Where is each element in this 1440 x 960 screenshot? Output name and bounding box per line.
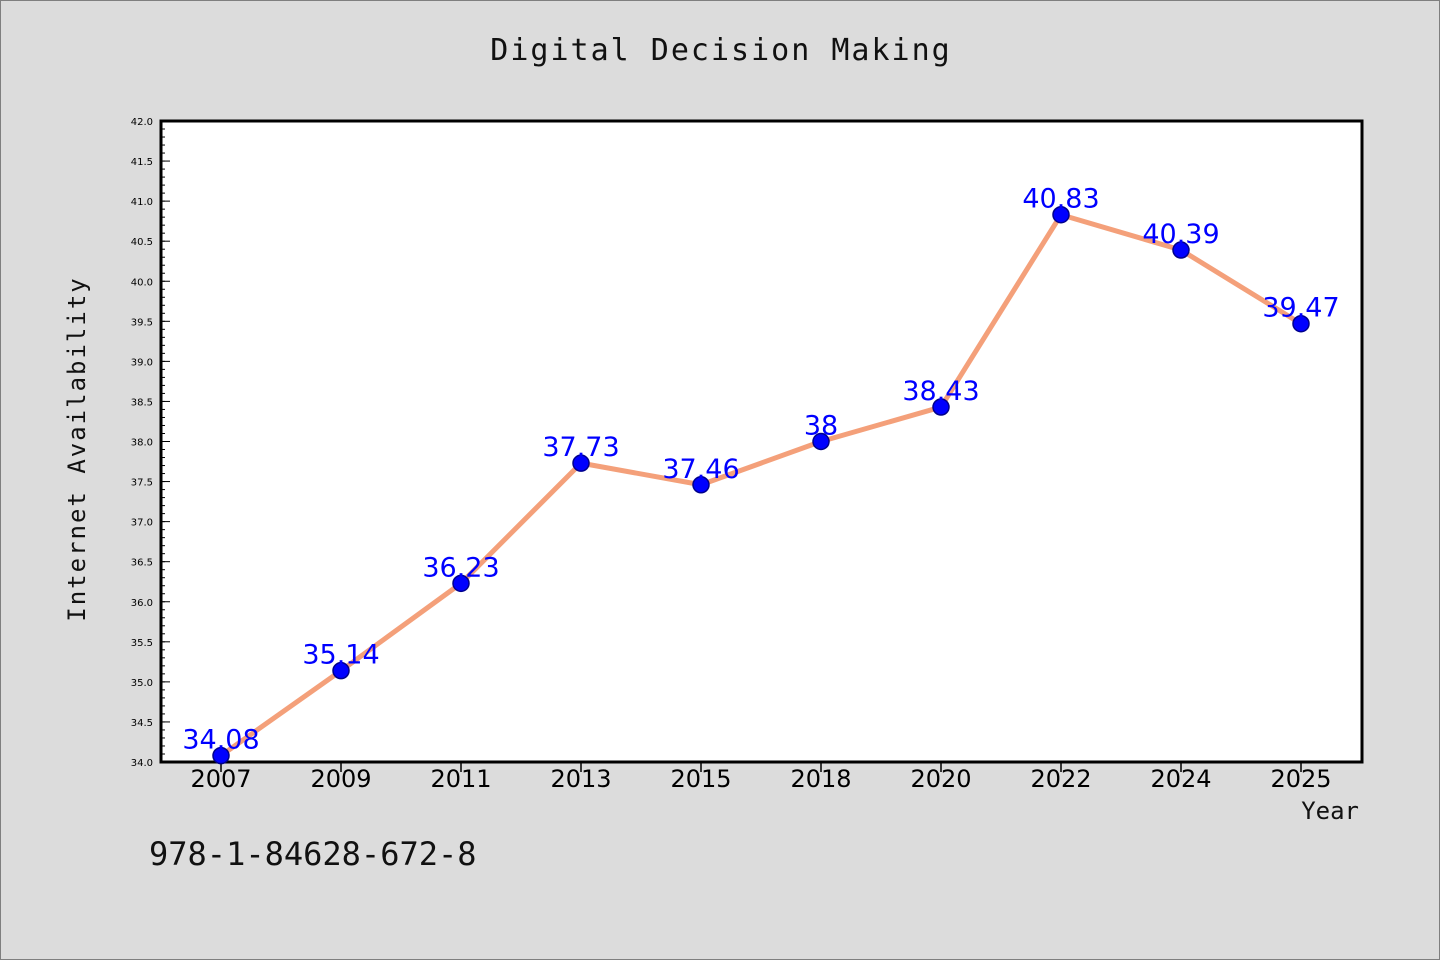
y-tick-label: 37.0 [131, 518, 153, 529]
data-point [1292, 314, 1310, 333]
data-label: 38 [804, 411, 838, 442]
y-tick-label: 42.0 [131, 117, 153, 128]
data-label: 36.23 [422, 552, 499, 583]
data-point [812, 432, 830, 451]
data-label: 39.47 [1262, 293, 1339, 324]
y-tick-label: 35.0 [131, 678, 153, 689]
x-tick-label: 2024 [1150, 765, 1211, 793]
data-point [932, 398, 950, 416]
data-point [212, 746, 230, 765]
data-point [452, 574, 470, 593]
data-label: 38.43 [902, 376, 979, 407]
series-line [218, 212, 1304, 759]
footer-code: 978-1-84628-672-8 [149, 835, 477, 873]
x-tick-label: 2015 [670, 765, 731, 793]
y-tick-label: 41.0 [131, 197, 153, 208]
data-label: 40.83 [1022, 184, 1099, 215]
data-label: 37.73 [542, 432, 619, 463]
y-tick-label: 36.5 [131, 558, 153, 569]
data-label: 40.39 [1142, 219, 1219, 250]
y-tick-label: 39.0 [131, 357, 153, 368]
y-tick-label: 34.0 [131, 758, 153, 769]
data-label: 37.46 [662, 454, 739, 485]
x-tick-label: 2025 [1270, 765, 1331, 793]
x-tick-label: 2013 [550, 765, 611, 793]
x-axis-label: Year [1301, 797, 1359, 825]
x-tick-label: 2007 [190, 765, 251, 793]
y-tick-label: 36.0 [131, 598, 153, 609]
y-tick-label: 40.5 [131, 237, 153, 248]
y-tick-label: 39.5 [131, 317, 153, 328]
chart-title: Digital Decision Making [490, 33, 952, 68]
x-tick-label: 2018 [790, 765, 851, 793]
y-tick-label: 38.0 [131, 438, 153, 449]
x-tick-label: 2009 [310, 765, 371, 793]
y-tick-label: 34.5 [131, 718, 153, 729]
plot-frame [159, 119, 1364, 764]
data-point [692, 476, 710, 494]
data-label: 34.08 [182, 725, 259, 756]
data-point [1052, 205, 1070, 224]
y-tick-label: 37.5 [131, 478, 153, 489]
data-label: 35.14 [302, 640, 379, 671]
y-tick-label: 41.5 [131, 157, 153, 168]
y-tick-label: 35.5 [131, 638, 153, 649]
x-tick-label: 2020 [910, 765, 971, 793]
y-tick-label: 40.0 [131, 277, 153, 288]
y-tick-label: 38.5 [131, 397, 153, 408]
x-tick-label: 2022 [1030, 765, 1091, 793]
data-point [1172, 241, 1190, 259]
data-point [572, 454, 590, 472]
x-tick-label: 2011 [430, 765, 491, 793]
data-point [332, 661, 350, 680]
